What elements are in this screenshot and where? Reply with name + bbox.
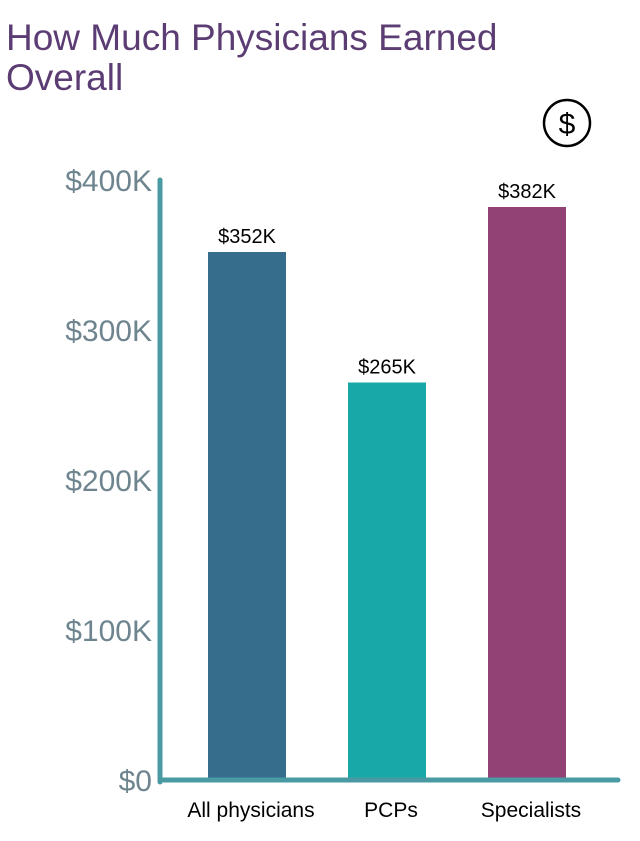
bar-3 [488,207,566,780]
y-tick-label-1: $0 [119,765,152,798]
y-tick-label-2: $100K [65,615,152,648]
dollar-circle-icon: $ [542,98,592,148]
chart-title: How Much Physicians Earned Overall [6,18,566,98]
bar-2 [348,382,426,780]
chart-title-line-2: Overall [6,57,124,98]
x-tick-label-3: Specialists [481,799,581,822]
x-tick-label-2: PCPs [364,799,418,822]
chart-title-line-1: How Much Physicians Earned [6,17,498,58]
y-tick-label-4: $300K [65,315,152,348]
svg-text:$: $ [559,108,576,141]
data-label-2: $265K [358,357,416,379]
data-label-3: $382K [498,181,556,203]
bar-1 [208,252,286,780]
data-label-1: $352K [218,226,276,248]
y-tick-label-3: $200K [65,465,152,498]
y-tick-label-5: $400K [65,165,152,198]
x-tick-label-1: All physicians [187,799,314,822]
